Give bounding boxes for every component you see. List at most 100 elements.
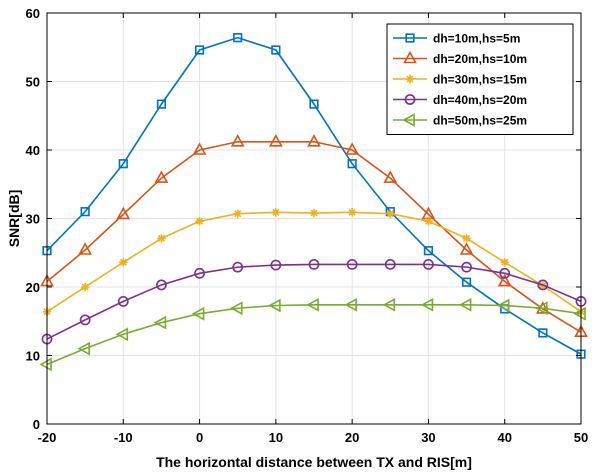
data-point-marker — [497, 273, 512, 287]
legend-item: dh=40m,hs=20m — [393, 93, 527, 107]
series-line — [46, 263, 582, 340]
x-tick-label: -20 — [38, 430, 57, 445]
data-point-marker — [194, 267, 205, 279]
x-tick-label: -10 — [114, 430, 133, 445]
legend-item: dh=50m,hs=25m — [393, 113, 527, 128]
data-point-marker — [424, 217, 433, 226]
legend-marker — [404, 94, 416, 105]
data-point-marker — [192, 142, 207, 155]
legend-label: dh=50m,hs=25m — [433, 114, 527, 128]
data-point-marker — [307, 134, 321, 147]
series-5 — [39, 297, 586, 372]
legend-item: dh=10m,hs=5m — [393, 32, 520, 46]
axis-ticks: -20 -10 0 10 20 30 40 50 0 10 20 30 40 50 60 — [26, 6, 589, 445]
data-point-marker — [268, 298, 281, 313]
legend-label: dh=20m,hs=10m — [433, 52, 527, 66]
data-point-marker — [423, 258, 434, 270]
data-point-marker — [194, 45, 205, 55]
legend-marker — [405, 74, 415, 84]
data-point-marker — [79, 314, 91, 326]
data-point-marker — [345, 142, 359, 155]
legend-item: dh=20m,hs=10m — [393, 50, 527, 66]
data-point-marker — [383, 170, 398, 183]
y-tick-label: 40 — [26, 143, 40, 158]
data-point-marker — [232, 261, 244, 273]
series-line — [46, 304, 582, 366]
y-tick-label: 50 — [26, 75, 40, 90]
legend: dh=10m,hs=5m dh=20m,hs=10m dh=30m,hs=15m dh… — [386, 23, 574, 135]
legend-item: dh=30m,hs=15m — [393, 73, 527, 87]
x-axis-title: The horizontal distance between TX and R… — [156, 454, 472, 470]
data-point-marker — [386, 209, 395, 218]
data-point-marker — [117, 295, 129, 307]
series-line — [46, 36, 582, 355]
data-point-marker — [497, 298, 510, 313]
x-tick-label: 10 — [269, 430, 283, 445]
data-point-marker — [535, 301, 548, 316]
data-point-marker — [271, 208, 281, 217]
data-point-marker — [271, 45, 281, 55]
data-point-marker — [191, 306, 205, 321]
data-point-marker — [233, 33, 243, 43]
data-point-marker — [382, 297, 396, 312]
legend-marker — [405, 33, 415, 43]
data-point-marker — [80, 282, 90, 292]
data-point-marker — [233, 209, 242, 218]
data-point-marker — [461, 261, 472, 273]
data-point-marker — [344, 297, 357, 312]
data-point-marker — [346, 258, 358, 270]
data-point-marker — [308, 258, 320, 270]
data-point-marker — [270, 259, 282, 271]
data-point-marker — [573, 306, 586, 321]
y-tick-label: 10 — [26, 349, 40, 364]
data-point-marker — [156, 279, 167, 291]
data-point-marker — [309, 99, 319, 109]
data-point-marker — [537, 279, 549, 291]
series-4 — [41, 258, 587, 345]
data-point-marker — [459, 242, 474, 255]
data-point-marker — [461, 277, 472, 287]
data-point-marker — [420, 297, 434, 312]
data-point-marker — [538, 328, 548, 338]
y-tick-label: 30 — [26, 212, 40, 227]
data-point-marker — [309, 208, 319, 218]
data-point-marker — [78, 242, 92, 255]
data-point-marker — [118, 159, 128, 169]
data-point-marker — [77, 341, 90, 356]
data-point-marker — [499, 267, 511, 279]
x-tick-label: 20 — [345, 430, 359, 445]
data-point-marker — [153, 315, 167, 330]
data-point-marker — [195, 217, 204, 226]
x-tick-label: 50 — [574, 430, 588, 445]
legend-marker — [403, 50, 417, 64]
legend-label: dh=30m,hs=15m — [433, 73, 527, 87]
data-point-marker — [269, 134, 283, 147]
data-point-marker — [230, 134, 245, 147]
data-point-marker — [384, 258, 396, 270]
y-axis-title: SNR[dB] — [6, 190, 22, 248]
x-tick-label: 40 — [497, 430, 511, 445]
x-tick-label: 0 — [196, 430, 203, 445]
legend-label: dh=40m,hs=20m — [433, 93, 527, 107]
data-point-marker — [458, 297, 472, 312]
series-3 — [42, 208, 586, 316]
y-tick-label: 20 — [26, 280, 40, 295]
y-tick-label: 60 — [26, 6, 40, 21]
x-tick-label: 30 — [421, 430, 435, 445]
data-point-marker — [157, 234, 166, 243]
data-point-marker — [230, 301, 243, 316]
data-point-marker — [39, 357, 52, 372]
series-lines — [39, 33, 588, 372]
y-tick-label: 0 — [33, 417, 40, 432]
data-point-marker — [115, 327, 129, 342]
data-point-marker — [347, 208, 357, 217]
data-point-marker — [119, 258, 128, 267]
data-point-marker — [80, 207, 90, 217]
data-point-marker — [116, 206, 131, 220]
data-point-marker — [500, 258, 509, 267]
legend-label: dh=10m,hs=5m — [433, 32, 520, 46]
data-point-marker — [347, 159, 357, 169]
data-point-marker — [154, 170, 169, 183]
data-point-marker — [156, 99, 167, 109]
